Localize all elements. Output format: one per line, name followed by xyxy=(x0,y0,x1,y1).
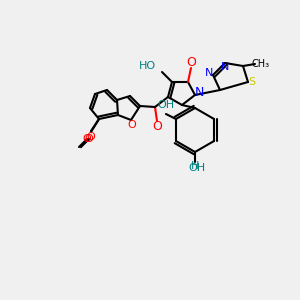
Text: CH₃: CH₃ xyxy=(252,59,270,69)
Text: H: H xyxy=(191,161,199,171)
Text: N: N xyxy=(221,62,229,72)
Text: O: O xyxy=(186,56,196,68)
Text: O: O xyxy=(87,132,95,142)
Text: HO: HO xyxy=(139,61,156,71)
Text: O: O xyxy=(128,120,136,130)
Text: O: O xyxy=(152,121,162,134)
Text: N: N xyxy=(205,68,213,78)
Text: OH: OH xyxy=(158,100,175,110)
Text: N: N xyxy=(194,86,204,100)
Text: S: S xyxy=(248,77,256,87)
Text: OH: OH xyxy=(188,163,206,173)
Text: O: O xyxy=(85,134,93,144)
Text: O: O xyxy=(82,134,91,144)
